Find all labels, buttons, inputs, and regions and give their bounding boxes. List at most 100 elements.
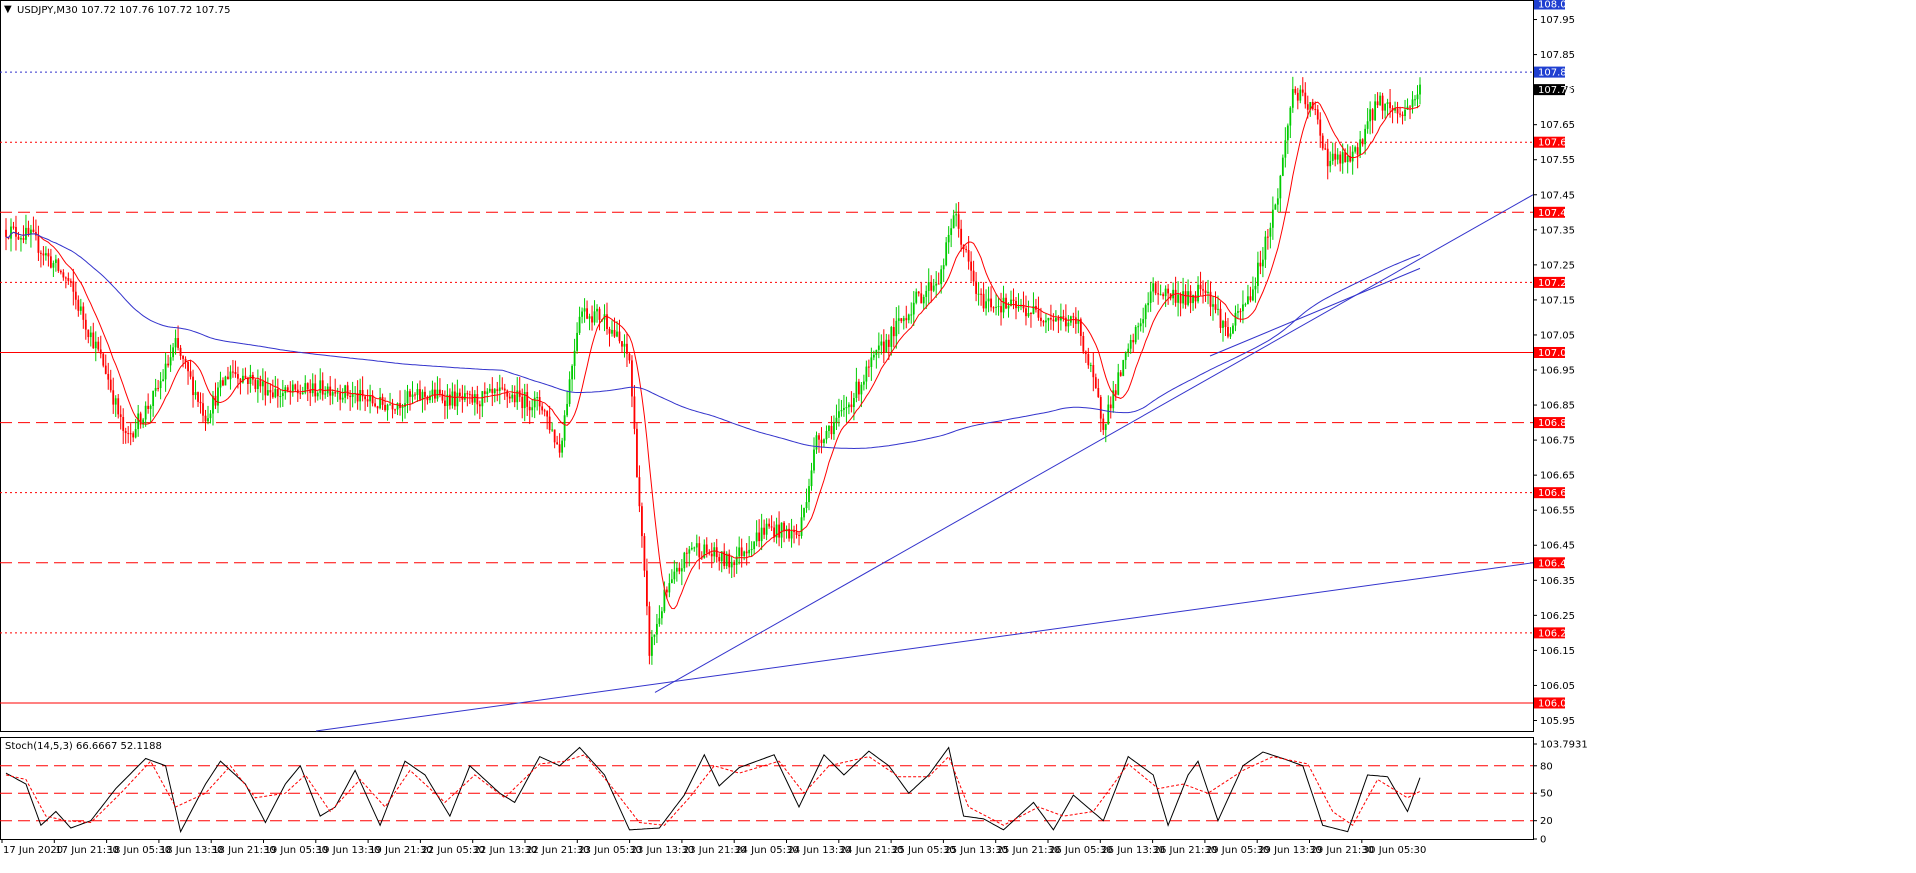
candle-body [476,394,479,405]
candle-body [952,215,955,229]
candle-body [1159,294,1162,296]
candle-body [915,291,918,303]
time-tick-label: 23 Jun 21:30 [683,845,747,856]
candle-body [1012,299,1015,301]
candle-body [680,568,683,572]
candle-body [980,293,982,295]
trendlines[interactable] [315,194,1534,732]
candle-body [1129,339,1132,349]
candle-body [990,298,992,308]
candle-body [306,383,309,390]
candle-body [907,314,910,321]
price-level-box [1534,0,1565,10]
candle-body [788,528,790,539]
long-trendline[interactable] [315,562,1534,732]
candle-body [1247,296,1249,305]
candle-body [1386,102,1389,104]
candle-body [688,549,691,554]
time-tick-label: 19 Jun 21:30 [369,845,433,856]
candle-body [239,378,242,383]
candle-body [521,396,524,409]
candle-body [164,363,167,380]
time-tick-label: 29 Jun 13:30 [1258,845,1322,856]
candle-body [930,282,933,291]
candle-body [269,390,272,393]
steep-trendline[interactable] [654,194,1534,693]
price-axis[interactable]: 107.95 107.85 107.75 107.65 107.55 107.45 107.… [1533,0,1575,727]
candle-body [808,486,810,503]
candle-body [264,381,267,396]
candle-body [1222,321,1224,328]
candle-body [254,379,257,389]
candle-body [925,290,928,297]
time-tick-label: 26 Jun 05:30 [1049,845,1113,856]
candle-body [882,341,885,353]
candle-body [134,429,137,438]
candle-body [92,332,95,349]
price-level-label: 107.20 [1538,278,1573,289]
candle-body [760,527,763,542]
candle-body [207,418,209,422]
candle-body [1219,308,1222,328]
candle-body [1274,204,1277,210]
candle-body [147,405,150,409]
candle-body [940,269,943,285]
candle-body [573,350,576,366]
candle-body [1179,294,1182,304]
time-tick-label: 23 Jun 05:30 [578,845,642,856]
candle-body [857,381,860,395]
candle-body [1214,304,1217,310]
candle-body [421,391,424,400]
candle-body [45,253,47,256]
candle-body [960,228,963,245]
collapse-arrow-icon[interactable]: ▼ [4,4,12,15]
candle-body [608,329,611,334]
candle-body [1369,109,1372,122]
candle-body [334,392,337,394]
candle-body [636,428,638,478]
time-tick-label: 25 Jun 21:30 [997,845,1061,856]
candle-body [917,291,920,294]
candle-body [1316,109,1319,120]
candle-body [199,401,202,404]
short-trendline[interactable] [1209,267,1421,357]
candle-body [1027,313,1030,317]
candle-body [261,381,264,387]
candle-body [366,399,369,402]
candle-body [1045,320,1047,323]
candle-body [1059,316,1062,321]
candle-body [456,392,459,407]
candle-body [516,390,519,403]
candle-body [1087,354,1090,366]
candle-body [598,308,601,320]
candle-body [626,343,628,354]
candle-body [1132,339,1135,343]
candle-body [1296,92,1299,101]
candle-body [965,249,968,251]
symbol-header: USDJPY,M30 107.72 107.76 107.72 107.75 [17,5,230,16]
candle-body [311,383,314,394]
candle-body [179,347,182,356]
candle-body [763,527,766,535]
price-tick-label: 107.85 [1540,50,1575,61]
candle-body [40,252,42,254]
candle-body [576,332,578,351]
candle-body [361,390,364,397]
candle-body [488,388,491,392]
candle-body [167,363,169,366]
candle-body [1197,284,1199,302]
candle-body [820,439,823,444]
candle-body [172,347,174,358]
candle-body [638,477,641,507]
candle-body [132,433,135,438]
candle-body [17,236,20,240]
candle-body [828,425,830,431]
candle-body [271,392,274,398]
candle-body [633,396,636,429]
candle-body [157,387,160,389]
candle-body [713,547,716,557]
candle-body [1082,336,1085,352]
